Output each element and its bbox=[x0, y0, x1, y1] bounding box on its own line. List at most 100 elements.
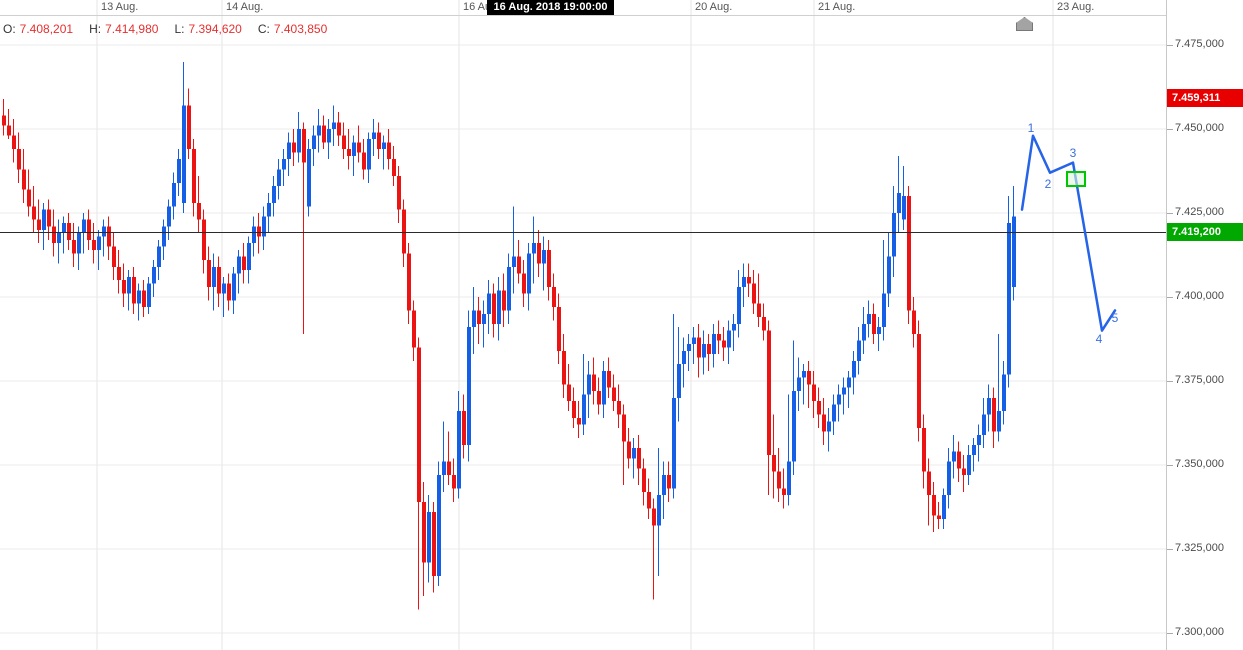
ohlc-legend: O: 7.408,201 H: 7.414,980 L: 7.394,620 C… bbox=[3, 22, 327, 36]
candle-body bbox=[777, 471, 781, 489]
candle-body bbox=[312, 135, 316, 150]
candle-body bbox=[487, 293, 491, 314]
wave-label-2: 2 bbox=[1045, 177, 1052, 191]
candle-body bbox=[477, 310, 481, 324]
candle-body bbox=[252, 226, 256, 244]
candle-body bbox=[757, 303, 761, 318]
candle-body bbox=[427, 512, 431, 563]
candle-body bbox=[967, 454, 971, 476]
candle-body bbox=[702, 344, 706, 358]
candle-body bbox=[182, 105, 186, 203]
candle-body bbox=[887, 256, 891, 294]
price-tick-label: 7.475,000 bbox=[1167, 38, 1224, 50]
candle-body bbox=[922, 428, 926, 472]
price-tick-label: 7.450,000 bbox=[1167, 122, 1224, 134]
candle-body bbox=[927, 471, 931, 496]
current-price-badge: 7.419,200 bbox=[1167, 223, 1243, 242]
price-tick-label: 7.425,000 bbox=[1167, 206, 1224, 218]
candle-body bbox=[772, 454, 776, 472]
candle-body bbox=[362, 152, 366, 170]
open-readout: O: 7.408,201 bbox=[3, 22, 73, 36]
candle-body bbox=[227, 283, 231, 301]
candle-body bbox=[812, 384, 816, 402]
candle-body bbox=[397, 176, 401, 210]
candle-body bbox=[877, 327, 881, 334]
candle-body bbox=[347, 149, 351, 156]
candle-body bbox=[367, 139, 371, 170]
date-label: 13 Aug. bbox=[101, 1, 139, 13]
candle-body bbox=[242, 256, 246, 271]
candle-body bbox=[527, 253, 531, 294]
candle-body bbox=[422, 501, 426, 563]
candle-body bbox=[792, 391, 796, 462]
candle-body bbox=[92, 239, 96, 250]
wave-label-5: 5 bbox=[1112, 311, 1119, 325]
chart-canvas[interactable]: 1 2 3 45 bbox=[0, 0, 1166, 650]
candle-body bbox=[257, 226, 261, 237]
candle-body bbox=[817, 401, 821, 415]
candle-body bbox=[937, 515, 941, 519]
candle-body bbox=[682, 350, 686, 365]
candle-body bbox=[617, 401, 621, 415]
candle-body bbox=[807, 370, 811, 385]
candle-body bbox=[1007, 223, 1011, 375]
candle-body bbox=[787, 461, 791, 496]
candle-body bbox=[962, 468, 966, 476]
candle-body bbox=[997, 411, 1001, 432]
candle-body bbox=[622, 414, 626, 442]
candle-body bbox=[407, 253, 411, 311]
candle-body bbox=[942, 495, 946, 519]
candle-body bbox=[122, 280, 126, 294]
wave-label-3: 3 bbox=[1070, 146, 1077, 160]
candle-body bbox=[832, 404, 836, 422]
candle-body bbox=[852, 360, 856, 378]
candle-body bbox=[457, 411, 461, 489]
high-readout: H: 7.414,980 bbox=[89, 22, 158, 36]
candle-body bbox=[127, 276, 131, 294]
candle-body bbox=[72, 239, 76, 254]
candle-body bbox=[597, 391, 601, 405]
candle-body bbox=[7, 125, 11, 136]
candle-body bbox=[352, 142, 356, 156]
candle-body bbox=[897, 192, 901, 213]
candle-body bbox=[782, 488, 786, 496]
candle-body bbox=[372, 132, 376, 140]
candle-body bbox=[867, 313, 871, 324]
candle-body bbox=[592, 374, 596, 392]
price-axis[interactable]: 7.459,311 7.419,200 7.475,000 7.450,000 7.… bbox=[1166, 0, 1243, 650]
candle-body bbox=[662, 475, 666, 496]
open-value: 7.408,201 bbox=[19, 22, 74, 36]
candle-body bbox=[282, 159, 286, 170]
candle-body bbox=[687, 344, 691, 351]
close-value: 7.403,850 bbox=[273, 22, 328, 36]
elliott-wave-line[interactable] bbox=[1020, 134, 1117, 332]
close-readout: C: 7.403,850 bbox=[258, 22, 327, 36]
date-label: 23 Aug. bbox=[1057, 1, 1095, 13]
candle-body bbox=[912, 310, 916, 334]
candle-body bbox=[862, 323, 866, 341]
candle-body bbox=[902, 196, 906, 220]
candle-body bbox=[12, 135, 16, 150]
candle-body bbox=[547, 249, 551, 287]
candle-body bbox=[802, 370, 806, 378]
candle-body bbox=[247, 243, 251, 271]
candle-body bbox=[317, 125, 321, 136]
candle-body bbox=[1012, 216, 1016, 287]
candle-body bbox=[827, 421, 831, 432]
candle-body bbox=[872, 313, 876, 334]
candle-body bbox=[307, 149, 311, 207]
candle-body bbox=[322, 125, 326, 143]
candle-body bbox=[482, 313, 486, 324]
candle-body bbox=[652, 508, 656, 526]
candle-body bbox=[502, 290, 506, 311]
low-value: 7.394,620 bbox=[188, 22, 242, 36]
date-axis[interactable]: 13 Aug. 14 Aug. 16 Aug. 20 Aug. 21 Aug. 23 Au… bbox=[0, 0, 1243, 16]
candle-body bbox=[37, 219, 41, 230]
wave-target-box[interactable] bbox=[1066, 171, 1086, 187]
candle-body bbox=[537, 243, 541, 264]
candle-body bbox=[977, 434, 981, 445]
candle-body bbox=[552, 286, 556, 308]
scroll-to-latest-icon[interactable] bbox=[1016, 17, 1033, 31]
candle-body bbox=[27, 189, 31, 207]
